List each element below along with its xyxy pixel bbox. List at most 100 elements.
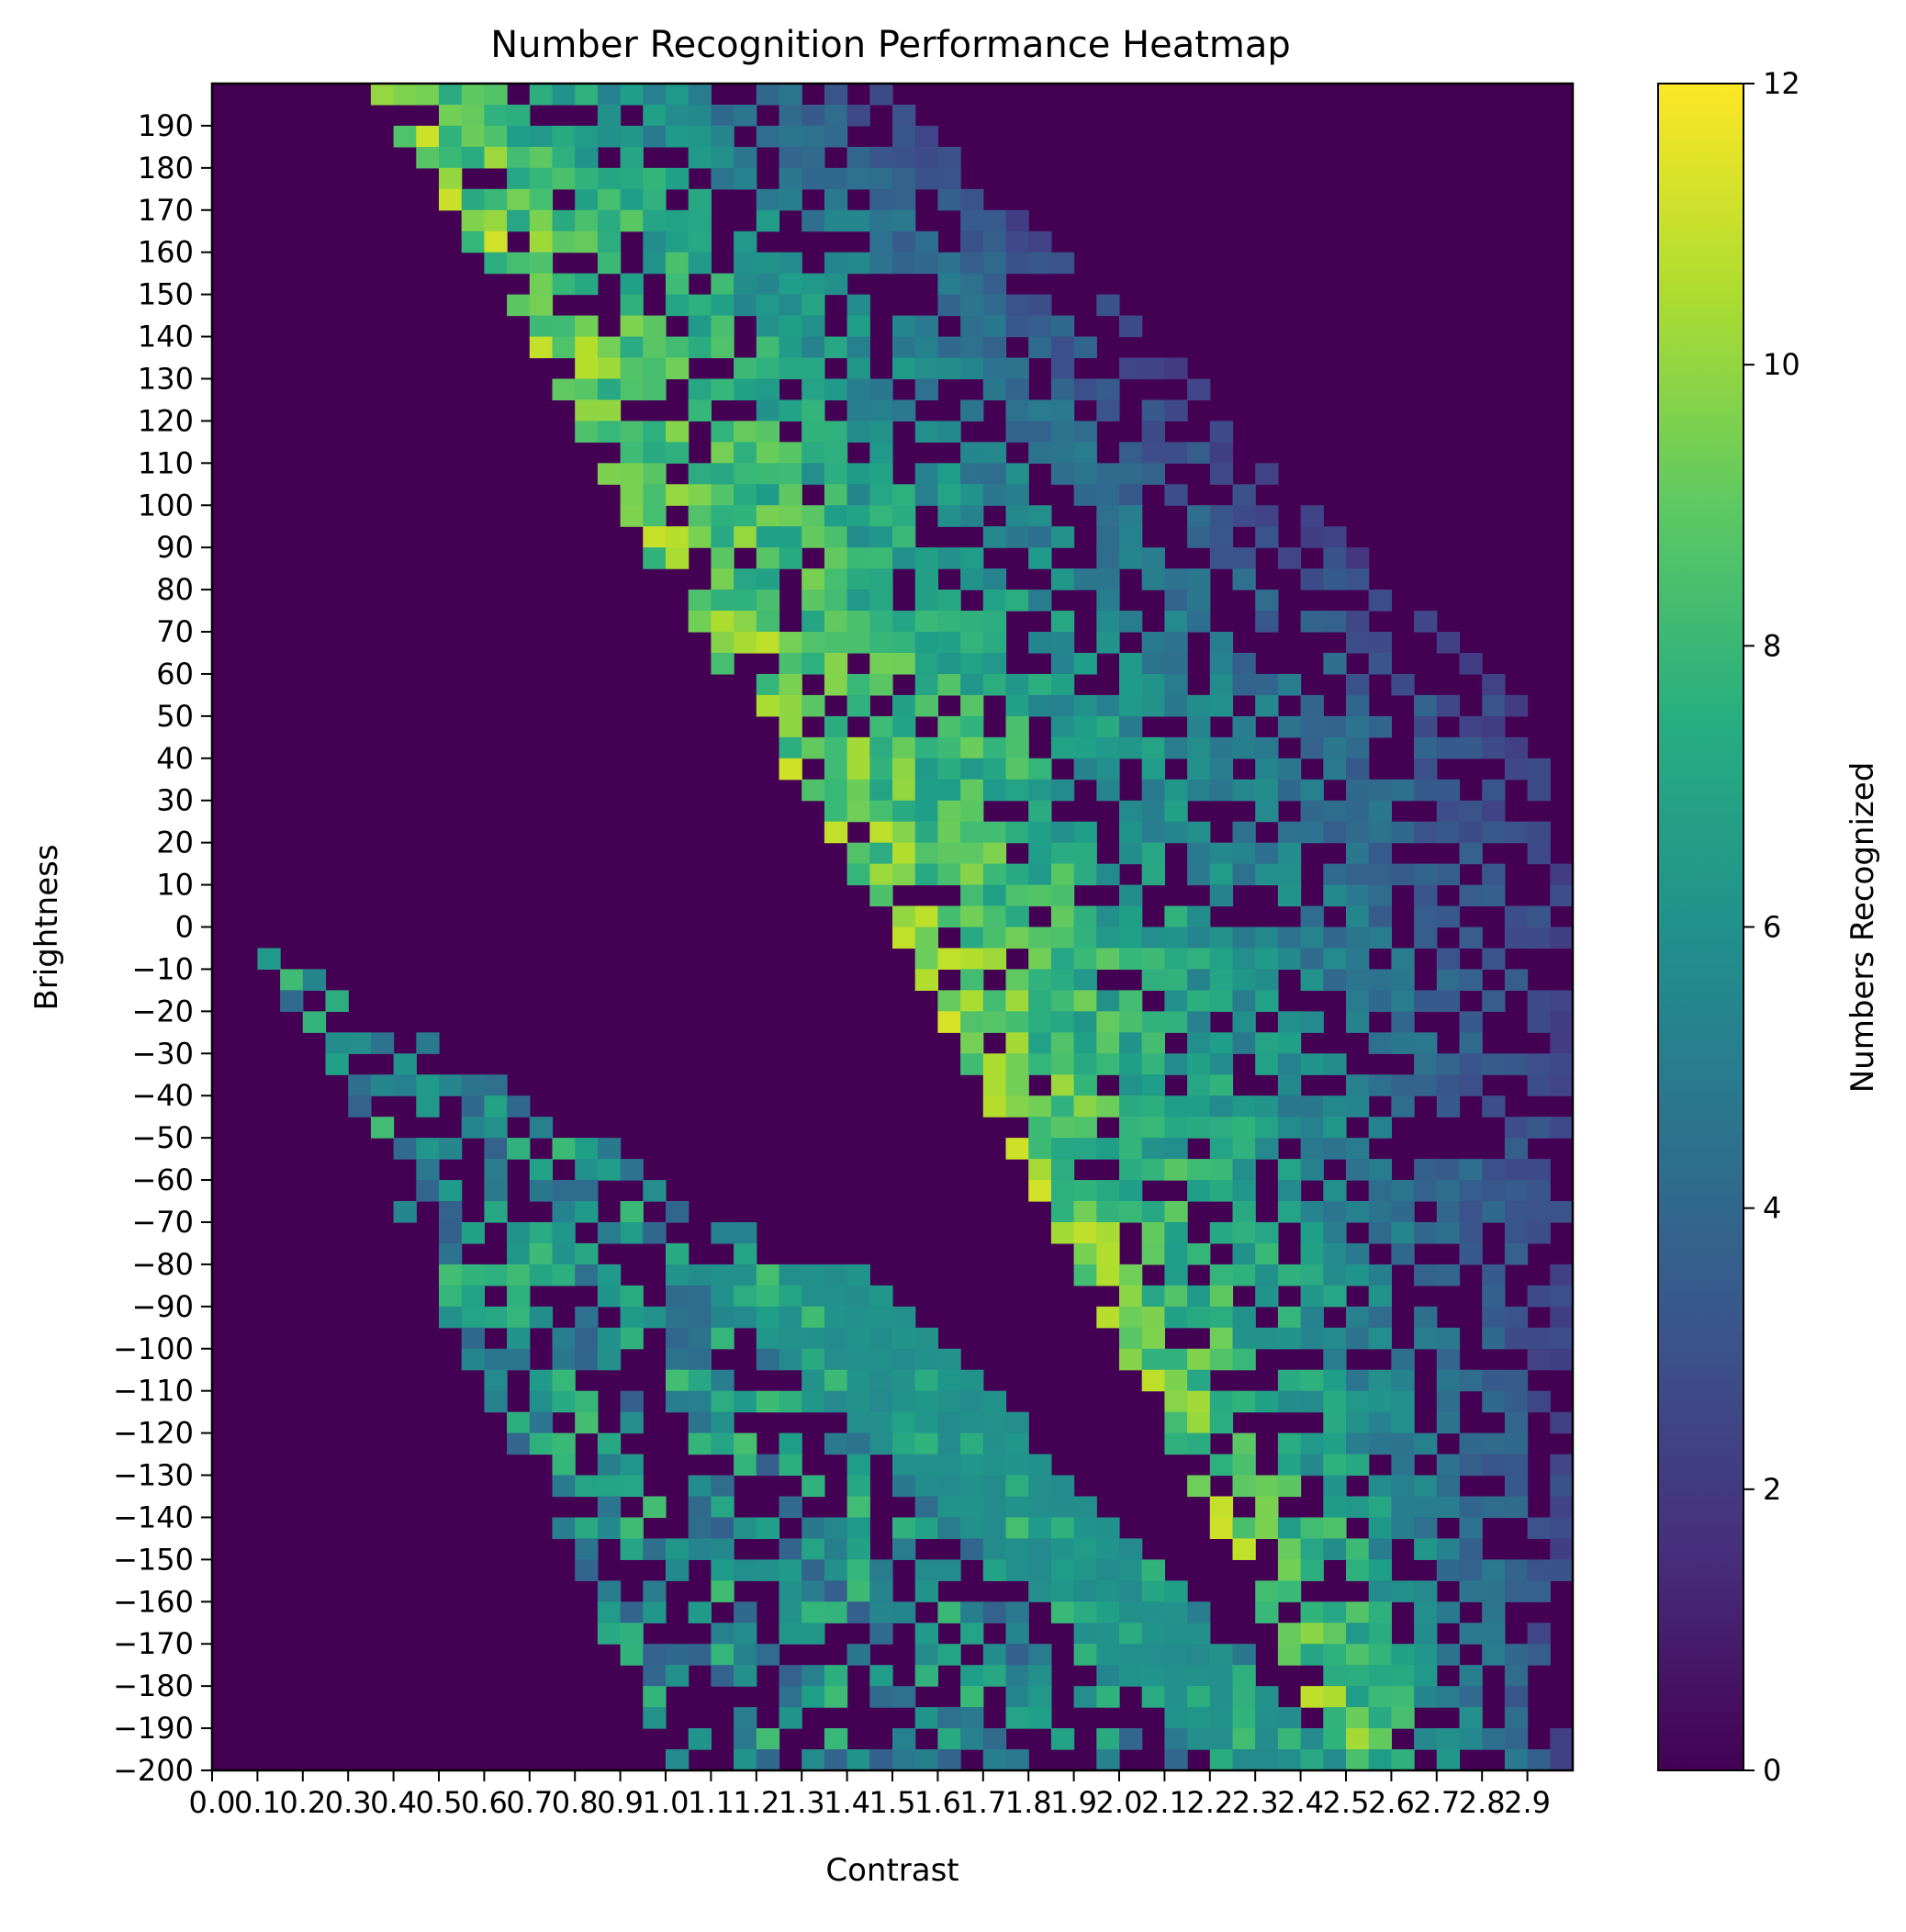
heatmap-cell: [620, 484, 644, 506]
heatmap-cell: [575, 1390, 599, 1413]
heatmap-cell: [1323, 1138, 1347, 1160]
heatmap-cell: [1436, 1180, 1461, 1202]
heatmap-cell: [1164, 1117, 1188, 1139]
heatmap-cell: [1323, 1665, 1347, 1687]
heatmap-cell: [1141, 547, 1165, 569]
heatmap-cell: [1550, 1749, 1574, 1771]
heatmap-cell: [960, 1032, 984, 1054]
heatmap-cell: [1232, 1665, 1256, 1687]
heatmap-cell: [1073, 1496, 1097, 1519]
heatmap-cell: [1164, 1390, 1188, 1413]
heatmap-cell: [1459, 1180, 1483, 1202]
x-tick-label: 0.8: [552, 1785, 599, 1820]
heatmap-cell: [575, 399, 599, 421]
heatmap-cell: [869, 1665, 893, 1687]
heatmap-cell: [1096, 905, 1120, 928]
heatmap-cell: [1346, 1327, 1370, 1350]
heatmap-cell: [1232, 821, 1256, 844]
heatmap-cell: [892, 1369, 916, 1392]
colorbar-tick-label: 12: [1763, 66, 1800, 101]
heatmap-cell: [620, 1159, 644, 1181]
heatmap-cell: [1164, 484, 1188, 506]
heatmap-cell: [688, 1644, 712, 1666]
heatmap-cell: [416, 1032, 440, 1054]
heatmap-cell: [846, 1454, 870, 1477]
heatmap-cell: [1187, 1475, 1211, 1498]
heatmap-cell: [1323, 1201, 1347, 1223]
heatmap-cell: [1482, 863, 1506, 886]
heatmap-cell: [937, 294, 961, 317]
heatmap-cell: [1459, 1686, 1483, 1708]
heatmap-cell: [484, 104, 508, 127]
heatmap-cell: [1391, 821, 1415, 844]
heatmap-cell: [1164, 779, 1188, 802]
heatmap-cell: [643, 463, 667, 485]
heatmap-cell: [846, 863, 870, 886]
heatmap-cell: [1005, 779, 1029, 802]
heatmap-cell: [914, 230, 938, 253]
heatmap-cell: [1141, 421, 1165, 443]
heatmap-cell: [1050, 421, 1075, 443]
heatmap-cell: [1073, 990, 1097, 1012]
heatmap-cell: [1391, 1749, 1415, 1771]
heatmap-cell: [1209, 1180, 1234, 1202]
heatmap-cell: [1119, 1117, 1143, 1139]
heatmap-cell: [846, 252, 870, 275]
heatmap-cell: [1005, 1707, 1029, 1729]
heatmap-cell: [1164, 1011, 1188, 1033]
heatmap-cell: [1368, 1285, 1392, 1308]
heatmap-cell: [1141, 1011, 1165, 1033]
heatmap-cell: [1459, 969, 1483, 991]
heatmap-cell: [620, 463, 644, 485]
heatmap-cell: [597, 463, 622, 485]
heatmap-cell: [711, 1285, 734, 1308]
heatmap-cell: [1323, 800, 1347, 823]
heatmap-cell: [575, 315, 599, 338]
heatmap-cell: [643, 547, 667, 569]
heatmap-cell: [507, 1242, 531, 1265]
heatmap-cell: [779, 167, 802, 190]
heatmap-cell: [1141, 1665, 1165, 1687]
heatmap-cell: [552, 1201, 576, 1223]
heatmap-cell: [688, 230, 712, 253]
heatmap-cell: [1323, 1686, 1347, 1708]
heatmap-cell: [1527, 1221, 1551, 1244]
heatmap-cell: [779, 758, 802, 781]
heatmap-cell: [1028, 1496, 1052, 1519]
heatmap-cell: [1527, 1117, 1551, 1139]
heatmap-cell: [1346, 1432, 1370, 1455]
heatmap-cell: [1187, 1053, 1211, 1075]
heatmap-cell: [1550, 1306, 1574, 1329]
y-tick-label: −10: [131, 951, 194, 986]
heatmap-cell: [869, 590, 893, 612]
heatmap-cell: [620, 1411, 644, 1434]
heatmap-cell: [869, 1390, 893, 1413]
heatmap-cell: [1368, 1074, 1392, 1096]
heatmap-cell: [1300, 611, 1324, 633]
heatmap-cell: [1187, 1686, 1211, 1708]
heatmap-cell: [914, 421, 938, 443]
heatmap-cell: [1368, 632, 1392, 654]
heatmap-cell: [1119, 1601, 1143, 1623]
heatmap-cell: [1550, 1117, 1574, 1139]
heatmap-cell: [982, 252, 1007, 275]
heatmap-cell: [393, 1053, 417, 1075]
heatmap-cell: [734, 1665, 757, 1687]
heatmap-cell: [869, 884, 893, 907]
heatmap-cell: [1482, 1432, 1506, 1455]
heatmap-cell: [1119, 1264, 1143, 1286]
heatmap-cell: [1164, 1138, 1188, 1160]
heatmap-cell: [824, 568, 848, 590]
heatmap-cell: [734, 463, 757, 485]
heatmap-cell: [1209, 1264, 1234, 1286]
heatmap-cell: [620, 1221, 644, 1244]
heatmap-cell: [688, 294, 712, 317]
heatmap-cell: [779, 442, 802, 464]
heatmap-cell: [666, 273, 690, 296]
heatmap-cell: [1255, 1601, 1279, 1623]
heatmap-cell: [1255, 1138, 1279, 1160]
heatmap-cell: [1459, 1496, 1483, 1519]
heatmap-cell: [666, 547, 690, 569]
heatmap-cell: [1323, 1053, 1347, 1075]
heatmap-cell: [1005, 1138, 1029, 1160]
